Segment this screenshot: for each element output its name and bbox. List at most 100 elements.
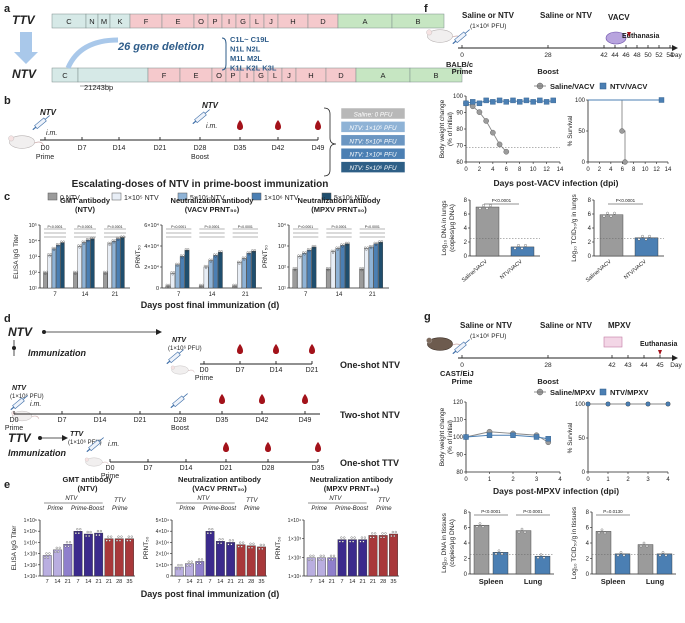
x-tick-label: NTV/VACV xyxy=(499,259,524,281)
data-point xyxy=(666,402,670,406)
ttv-immunization-label: Immunization xyxy=(8,448,67,458)
x-tick-label: 12 xyxy=(543,167,550,173)
arrow-head xyxy=(62,435,68,441)
x-tick-label: 21 xyxy=(197,579,203,585)
data-point xyxy=(494,552,498,556)
ntv-gene-label: A xyxy=(380,71,385,80)
x-tick-label: 28 xyxy=(248,579,254,585)
data-point xyxy=(243,258,246,261)
panel-label: b xyxy=(4,95,11,107)
data-point xyxy=(380,240,383,243)
data-point xyxy=(309,554,312,557)
y-axis-label: PRNT₅₀ xyxy=(275,536,282,559)
data-point xyxy=(352,540,355,543)
y-axis-label: PRNT₅₀ xyxy=(262,245,269,268)
ttv-gene-label: G xyxy=(240,17,246,26)
bar xyxy=(125,538,134,577)
data-point xyxy=(197,558,201,561)
data-point xyxy=(182,254,185,257)
y-tick-label: 90 xyxy=(456,111,463,117)
bar xyxy=(302,253,307,289)
data-point xyxy=(341,245,344,248)
data-point xyxy=(384,532,387,535)
data-point xyxy=(642,541,646,545)
euthanasia-marker-icon xyxy=(658,350,662,355)
bar xyxy=(43,272,48,289)
y-tick-label: 4 xyxy=(464,226,468,232)
data-point xyxy=(304,251,307,254)
deleted-gene-text: N1L N2L xyxy=(230,45,261,54)
data-point xyxy=(110,535,113,538)
y-tick-label: 0 xyxy=(464,254,468,260)
data-point xyxy=(327,269,330,272)
y-tick-label: 100 xyxy=(453,94,464,100)
ttv-gene-label: N xyxy=(89,17,94,26)
y-axis-label: % Survival xyxy=(567,422,574,453)
syringe-icon xyxy=(452,29,470,45)
data-point xyxy=(129,539,132,542)
bp-text: 21243bp xyxy=(84,83,113,92)
bar xyxy=(337,539,347,577)
blood-drop-icon xyxy=(219,394,225,404)
chart-title: Neutralization antibody xyxy=(310,475,394,484)
data-point xyxy=(200,558,204,561)
data-point xyxy=(490,129,496,136)
data-point xyxy=(343,536,346,539)
x-tick-label: 14 xyxy=(82,292,89,298)
timeline-day: D14 xyxy=(113,145,126,152)
data-point xyxy=(230,543,233,546)
data-point xyxy=(130,535,133,538)
data-point xyxy=(331,558,334,561)
data-point xyxy=(626,402,630,406)
y-tick-label: 2×10⁴ xyxy=(144,264,159,271)
chart-title: GMT antibody xyxy=(60,196,111,205)
bar xyxy=(292,268,298,289)
timeline-day: D49 xyxy=(299,417,312,424)
timeline-day: 28 xyxy=(544,362,552,369)
data-point xyxy=(118,539,122,542)
data-point xyxy=(122,235,125,238)
y-tick-label: 10¹ xyxy=(278,286,286,292)
data-point xyxy=(218,538,221,541)
x-tick-label: 4 xyxy=(609,167,613,173)
data-point xyxy=(209,532,212,535)
prime-group-text: Saline or NTV xyxy=(462,11,515,20)
data-point xyxy=(523,530,527,534)
x-tick-label: 14 xyxy=(318,579,324,585)
data-point xyxy=(314,245,317,248)
data-point xyxy=(175,262,178,265)
data-point xyxy=(369,536,372,539)
euthanasia-label: Euthanasia xyxy=(622,33,659,40)
deleted-gene-text: M1L M2L xyxy=(230,54,262,63)
dose-text: NTV: 5×10⁵ PFU xyxy=(349,138,397,145)
data-point xyxy=(186,564,189,567)
data-point xyxy=(332,554,336,557)
data-point xyxy=(58,243,61,246)
data-point xyxy=(107,241,110,244)
y-tick-label: 4×10⁴ xyxy=(156,529,169,535)
data-point xyxy=(258,547,261,550)
data-point xyxy=(328,267,331,270)
timeline-day: D0 xyxy=(106,465,115,472)
bar xyxy=(614,553,631,575)
p-value-text: P<0.0001 xyxy=(481,509,501,514)
x-tick-label: 14 xyxy=(665,167,672,173)
euthanasia-label: Euthanasia xyxy=(640,341,677,348)
y-tick-label: 80 xyxy=(456,470,463,476)
data-point xyxy=(99,530,102,533)
legend-text: Saline/MPXV xyxy=(550,388,595,397)
data-point xyxy=(177,262,180,265)
data-point xyxy=(485,207,489,210)
y-tick-label: 1×10¹ xyxy=(24,574,37,580)
timeline-day: D35 xyxy=(312,465,325,472)
mouse-icon xyxy=(84,457,109,467)
group-label: TTV xyxy=(246,498,258,504)
data-point xyxy=(239,541,242,544)
data-point xyxy=(199,283,202,286)
data-point xyxy=(340,536,343,539)
y-tick-label: 1×10³ xyxy=(288,537,301,543)
data-point xyxy=(57,245,60,248)
y-tick-label: 4 xyxy=(586,541,590,547)
x-axis-label: Days post-MPXV infection (dpi) xyxy=(493,486,619,496)
y-axis-label: PRNT₅₀ xyxy=(143,536,150,559)
